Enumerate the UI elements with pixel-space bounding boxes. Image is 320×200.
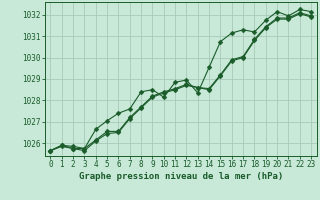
X-axis label: Graphe pression niveau de la mer (hPa): Graphe pression niveau de la mer (hPa) [79, 172, 283, 181]
